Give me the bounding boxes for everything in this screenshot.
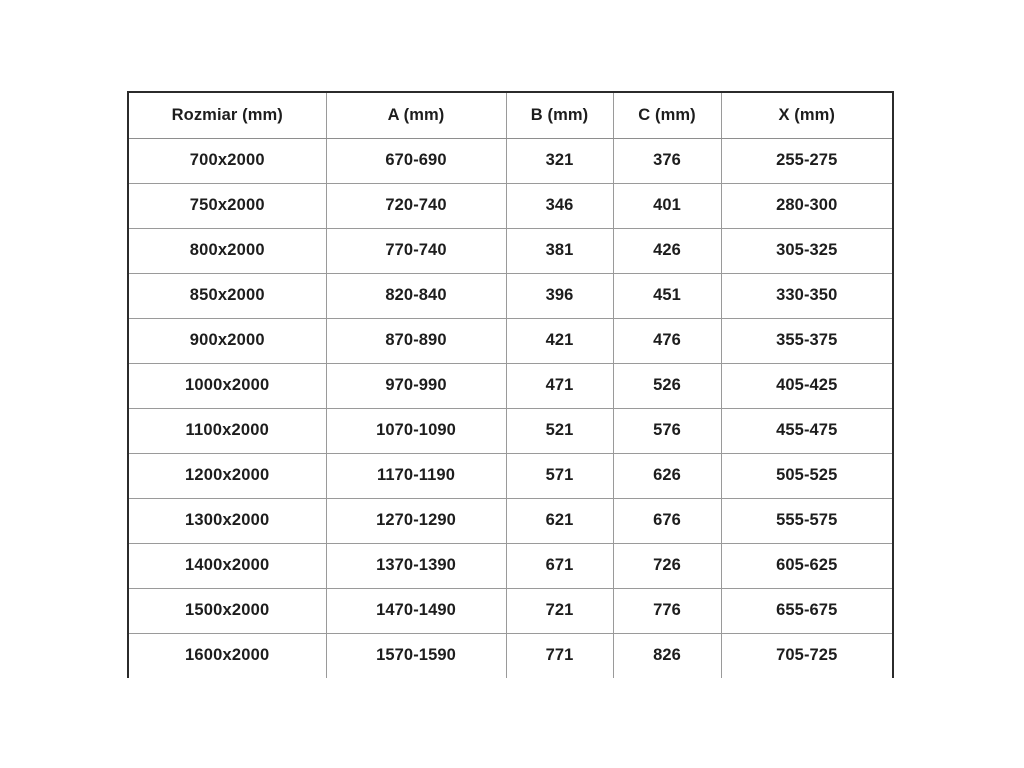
cell-a: 1470-1490 [326,588,507,634]
table-row: 1200x2000 1170-1190 571 626 505-525 [129,453,892,499]
cell-size: 1200x2000 [129,453,327,499]
cell-c: 526 [613,363,722,409]
cell-a: 720-740 [326,183,507,229]
cell-x: 555-575 [721,498,892,544]
cell-b: 421 [506,318,614,364]
table-row: 1400x2000 1370-1390 671 726 605-625 [129,543,892,589]
cell-x: 255-275 [721,138,892,184]
table-body: 700x2000 670-690 321 376 255-275 750x2000 720-… [129,138,892,678]
column-header-size: Rozmiar (mm) [129,93,327,139]
cell-c: 401 [613,183,722,229]
cell-c: 726 [613,543,722,589]
cell-b: 321 [506,138,614,184]
cell-b: 471 [506,363,614,409]
cell-b: 571 [506,453,614,499]
cell-x: 705-725 [721,633,892,678]
cell-b: 521 [506,408,614,454]
table-row: 1600x2000 1570-1590 771 826 705-725 [129,633,892,678]
cell-c: 426 [613,228,722,274]
cell-a: 670-690 [326,138,507,184]
cell-x: 455-475 [721,408,892,454]
cell-b: 721 [506,588,614,634]
cell-a: 770-740 [326,228,507,274]
table-row: 1300x2000 1270-1290 621 676 555-575 [129,498,892,544]
cell-size: 1500x2000 [129,588,327,634]
cell-c: 576 [613,408,722,454]
table-row: 1100x2000 1070-1090 521 576 455-475 [129,408,892,454]
cell-a: 1070-1090 [326,408,507,454]
cell-x: 280-300 [721,183,892,229]
cell-x: 505-525 [721,453,892,499]
cell-size: 1300x2000 [129,498,327,544]
column-header-x: X (mm) [721,93,892,139]
cell-c: 626 [613,453,722,499]
cell-x: 355-375 [721,318,892,364]
cell-c: 776 [613,588,722,634]
cell-c: 476 [613,318,722,364]
table-row: 1500x2000 1470-1490 721 776 655-675 [129,588,892,634]
cell-a: 1270-1290 [326,498,507,544]
cell-b: 346 [506,183,614,229]
column-header-c: C (mm) [613,93,722,139]
cell-size: 1000x2000 [129,363,327,409]
cell-size: 1100x2000 [129,408,327,454]
column-header-a: A (mm) [326,93,507,139]
size-table-container: Rozmiar (mm) A (mm) B (mm) C (mm) X (mm)… [127,91,894,678]
cell-b: 671 [506,543,614,589]
cell-b: 621 [506,498,614,544]
table-header: Rozmiar (mm) A (mm) B (mm) C (mm) X (mm) [129,93,892,139]
cell-x: 605-625 [721,543,892,589]
cell-x: 405-425 [721,363,892,409]
cell-a: 820-840 [326,273,507,319]
cell-c: 376 [613,138,722,184]
table-header-row: Rozmiar (mm) A (mm) B (mm) C (mm) X (mm) [129,93,892,139]
cell-x: 655-675 [721,588,892,634]
table-row: 900x2000 870-890 421 476 355-375 [129,318,892,364]
cell-x: 330-350 [721,273,892,319]
table-row: 850x2000 820-840 396 451 330-350 [129,273,892,319]
cell-size: 1600x2000 [129,633,327,678]
table-row: 1000x2000 970-990 471 526 405-425 [129,363,892,409]
cell-x: 305-325 [721,228,892,274]
table-row: 750x2000 720-740 346 401 280-300 [129,183,892,229]
cell-a: 870-890 [326,318,507,364]
cell-c: 451 [613,273,722,319]
table-row: 700x2000 670-690 321 376 255-275 [129,138,892,184]
cell-size: 850x2000 [129,273,327,319]
cell-a: 1570-1590 [326,633,507,678]
table-row: 800x2000 770-740 381 426 305-325 [129,228,892,274]
cell-size: 700x2000 [129,138,327,184]
cell-c: 826 [613,633,722,678]
cell-size: 800x2000 [129,228,327,274]
column-header-b: B (mm) [506,93,614,139]
cell-b: 771 [506,633,614,678]
size-table: Rozmiar (mm) A (mm) B (mm) C (mm) X (mm)… [129,93,892,678]
cell-a: 1370-1390 [326,543,507,589]
cell-size: 750x2000 [129,183,327,229]
cell-b: 381 [506,228,614,274]
cell-a: 970-990 [326,363,507,409]
cell-b: 396 [506,273,614,319]
cell-size: 900x2000 [129,318,327,364]
cell-size: 1400x2000 [129,543,327,589]
cell-c: 676 [613,498,722,544]
cell-a: 1170-1190 [326,453,507,499]
